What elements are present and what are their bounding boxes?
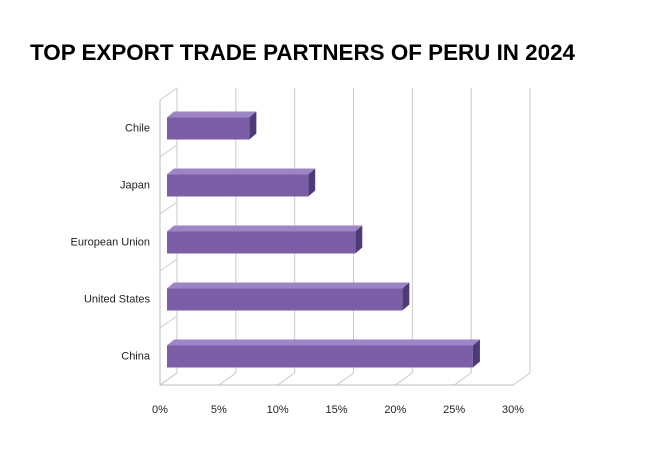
- bar-top: [167, 168, 316, 175]
- wall-tick: [159, 258, 178, 272]
- bar: [167, 288, 403, 311]
- bar: [167, 174, 309, 197]
- chart-title: TOP EXPORT TRADE PARTNERS OF PERU IN 202…: [30, 40, 576, 65]
- bar-side: [355, 225, 363, 254]
- bar-top: [167, 339, 480, 346]
- x-tick-label: 15%: [325, 404, 347, 416]
- bar: [167, 117, 250, 140]
- bar-top: [167, 111, 257, 118]
- wall-tick: [159, 201, 178, 215]
- wall-tick: [159, 144, 178, 158]
- bar-side: [249, 111, 257, 140]
- floor-grid: [395, 372, 413, 386]
- floor-grid: [512, 372, 531, 386]
- bar-top: [167, 225, 363, 232]
- y-tick-label: European Union: [70, 236, 150, 248]
- x-tick-label: 20%: [384, 404, 406, 416]
- x-tick-label: 30%: [502, 404, 524, 416]
- floor-grid: [453, 372, 472, 386]
- y-tick-label: China: [121, 350, 151, 362]
- wall-tick: [159, 87, 178, 101]
- bar: [167, 345, 473, 368]
- bar-side: [472, 339, 480, 368]
- x-tick-label: 10%: [267, 404, 289, 416]
- bar-top: [167, 282, 410, 289]
- floor-grid: [336, 372, 354, 386]
- y-tick-label: Japan: [120, 179, 150, 191]
- wall-tick: [159, 315, 178, 329]
- bar: [167, 231, 356, 254]
- x-tick-label: 25%: [443, 404, 465, 416]
- x-tick-label: 0%: [152, 404, 168, 416]
- floor-grid: [159, 372, 178, 386]
- bar-side: [402, 282, 410, 311]
- x-tick-label: 5%: [211, 404, 227, 416]
- bar-side: [308, 168, 316, 197]
- floor-grid: [277, 372, 295, 386]
- y-tick-label: Chile: [125, 122, 150, 134]
- y-tick-label: United States: [84, 293, 151, 305]
- floor-grid: [218, 372, 237, 386]
